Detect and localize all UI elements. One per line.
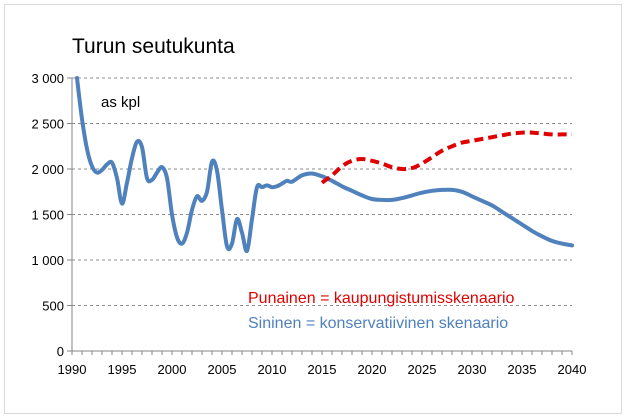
chart-frame: [4, 4, 622, 414]
gridlines: [72, 77, 572, 306]
tick-labels: 0 500 1 000 1 500 2 000 2 500 3 000 1990 1995 200…: [31, 71, 586, 377]
chart-title: Turun seutukunta: [72, 35, 235, 58]
y-tick-label: 0: [57, 344, 64, 359]
series-lines: [75, 76, 574, 253]
unit-label: as kpl: [101, 94, 140, 111]
x-tick-label: 2005: [208, 362, 237, 377]
y-tick-label: 2 500: [31, 117, 64, 132]
x-tick-label: 1990: [58, 362, 87, 377]
y-tick-label: 2 000: [31, 162, 64, 177]
x-tick-label: 2015: [308, 362, 337, 377]
x-tick-label: 2020: [358, 362, 387, 377]
series-line-red: [320, 130, 572, 185]
axes: [67, 77, 573, 355]
series-line-blue: [75, 76, 574, 253]
legend-entry-red: Punainen = kaupungistumisskenaario: [248, 290, 515, 307]
x-tick-label: 2000: [158, 362, 187, 377]
x-tick-label: 2030: [458, 362, 487, 377]
x-tick-label: 2040: [558, 362, 587, 377]
legend-entry-blue: Sininen = konservatiivinen skenaario: [248, 315, 508, 332]
y-tick-label: 3 000: [31, 71, 64, 86]
x-tick-label: 1995: [108, 362, 137, 377]
y-tick-label: 500: [42, 299, 64, 314]
x-tick-label: 2035: [508, 362, 537, 377]
x-tick-label: 2010: [258, 362, 287, 377]
y-tick-label: 1 000: [31, 253, 64, 268]
y-tick-label: 1 500: [31, 208, 64, 223]
x-tick-label: 2025: [408, 362, 437, 377]
